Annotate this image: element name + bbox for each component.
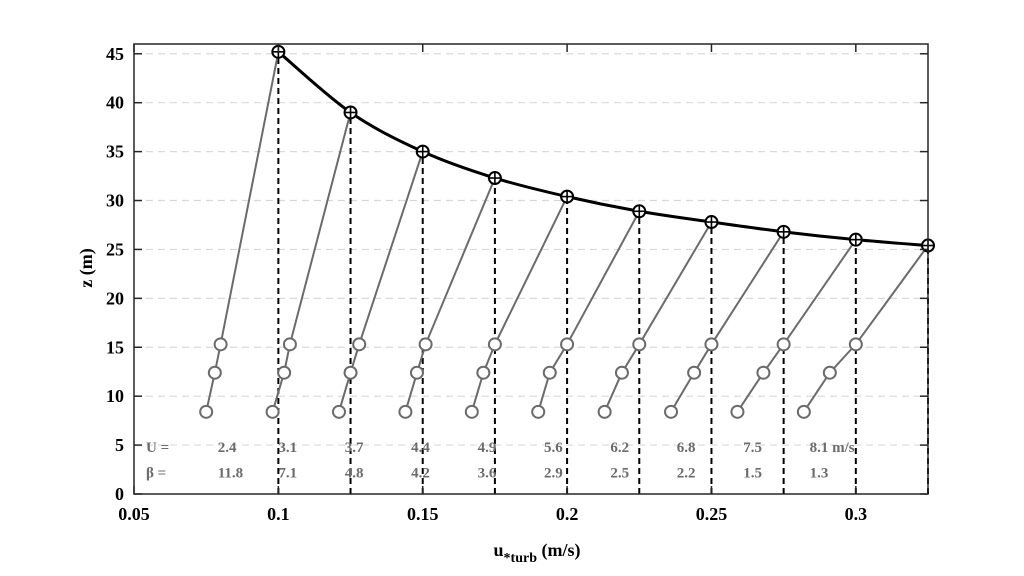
- profile-point-6-1: [614, 365, 629, 380]
- profile-point-2-1: [343, 365, 358, 380]
- y-tick-label-5: 25: [106, 239, 124, 259]
- beta-prefix: β =: [146, 465, 166, 481]
- profile-line-3: [404, 177, 496, 413]
- profile-point-9-0: [796, 404, 811, 419]
- plot-frame: [133, 43, 929, 495]
- beta-value-7: 2.2: [677, 465, 696, 481]
- x-tick-label-3: 0.2: [556, 504, 579, 524]
- y-tick-label-8: 40: [106, 93, 124, 113]
- profile-point-1-1: [277, 365, 292, 380]
- grid: [134, 53, 928, 446]
- y-tick-label-7: 35: [106, 142, 124, 162]
- profile-point-6-2: [632, 337, 647, 352]
- x-tick-label-0: 0.05: [118, 504, 150, 524]
- u-value-2: 3.7: [345, 440, 364, 456]
- beta-value-4: 3.6: [478, 465, 497, 481]
- u-value-3: 4.4: [411, 440, 430, 456]
- profile-point-8-2: [776, 337, 791, 352]
- u-value-0: 2.4: [218, 440, 237, 456]
- profile-line-1: [271, 112, 352, 413]
- u-value-7: 6.8: [677, 440, 696, 456]
- u-prefix: U =: [146, 440, 169, 456]
- profile-point-2-0: [331, 404, 346, 419]
- profile-point-0-2: [213, 337, 228, 352]
- axes: [133, 43, 929, 495]
- profile-point-5-0: [531, 404, 546, 419]
- top-curve: [271, 44, 935, 253]
- profile-point-6-0: [597, 404, 612, 419]
- profile-point-1-0: [265, 404, 280, 419]
- u-value-1: 3.1: [278, 440, 297, 456]
- profile-point-5-1: [542, 365, 557, 380]
- top-curve-line: [277, 50, 929, 248]
- profile-line-5: [537, 210, 641, 413]
- x-axis-label: u*turb (m/s): [494, 540, 581, 566]
- y-tick-label-9: 45: [106, 44, 124, 64]
- beta-value-1: 7.1: [278, 465, 297, 481]
- beta-value-2: 4.8: [345, 465, 364, 481]
- profile-line-7: [670, 231, 785, 413]
- profile-line-8: [736, 239, 857, 413]
- profile-point-0-1: [207, 365, 222, 380]
- profile-point-4-2: [487, 337, 502, 352]
- profile-point-9-1: [822, 365, 837, 380]
- profiles: [199, 51, 929, 419]
- profile-point-7-2: [704, 337, 719, 352]
- u-value-8: 7.5: [743, 440, 762, 456]
- u-value-4: 4.9: [478, 440, 497, 456]
- beta-value-0: 11.8: [218, 465, 243, 481]
- x-tick-label-4: 0.25: [696, 504, 728, 524]
- profile-point-9-2: [848, 337, 863, 352]
- x-tick-label-1: 0.1: [267, 504, 290, 524]
- profile-point-3-0: [398, 404, 413, 419]
- profile-point-1-2: [282, 337, 297, 352]
- annotations: U = β = 2.4 3.1 3.7 4.4 4.9 5.6 6.2 6.8 7.5 8.1 m/s…: [146, 440, 855, 481]
- profile-line-0: [205, 51, 280, 413]
- profile-point-8-0: [730, 404, 745, 419]
- profile-point-3-2: [418, 337, 433, 352]
- y-tick-label-1: 5: [115, 435, 124, 455]
- profile-point-8-1: [756, 365, 771, 380]
- x-tick-label-2: 0.15: [407, 504, 439, 524]
- profile-point-7-0: [664, 404, 679, 419]
- profile-line-6: [603, 221, 713, 413]
- beta-value-8: 1.5: [743, 465, 762, 481]
- beta-value-6: 2.5: [610, 465, 629, 481]
- profile-line-4: [470, 196, 568, 413]
- y-tick-label-2: 10: [106, 386, 124, 406]
- y-tick-label-4: 20: [106, 288, 124, 308]
- profile-point-5-2: [560, 337, 575, 352]
- profile-point-4-0: [464, 404, 479, 419]
- y-tick-label-6: 30: [106, 191, 124, 211]
- y-tick-label-3: 15: [106, 337, 124, 357]
- x-tick-label-5: 0.3: [845, 504, 868, 524]
- beta-value-5: 2.9: [544, 465, 563, 481]
- beta-value-3: 4.2: [411, 465, 430, 481]
- y-axis-label: z (m): [76, 248, 97, 287]
- ticks: 0 5 10 15 20 25 30 35 40 45 0.05 0.1 0.15 0.2 0.25 0.3: [106, 44, 928, 524]
- vertical-dashed-lines: [277, 51, 929, 494]
- profile-point-7-1: [687, 365, 702, 380]
- profile-line-9: [802, 244, 929, 413]
- profile-point-3-1: [409, 365, 424, 380]
- beta-value-9: 1.3: [810, 465, 829, 481]
- profile-point-2-2: [352, 337, 367, 352]
- u-value-5: 5.6: [544, 440, 563, 456]
- u-value-9: 8.1 m/s: [810, 440, 855, 456]
- profile-point-4-1: [476, 365, 491, 380]
- u-value-6: 6.2: [610, 440, 629, 456]
- y-tick-label-0: 0: [115, 484, 124, 504]
- profile-line-2: [338, 151, 424, 413]
- profile-point-0-0: [199, 404, 214, 419]
